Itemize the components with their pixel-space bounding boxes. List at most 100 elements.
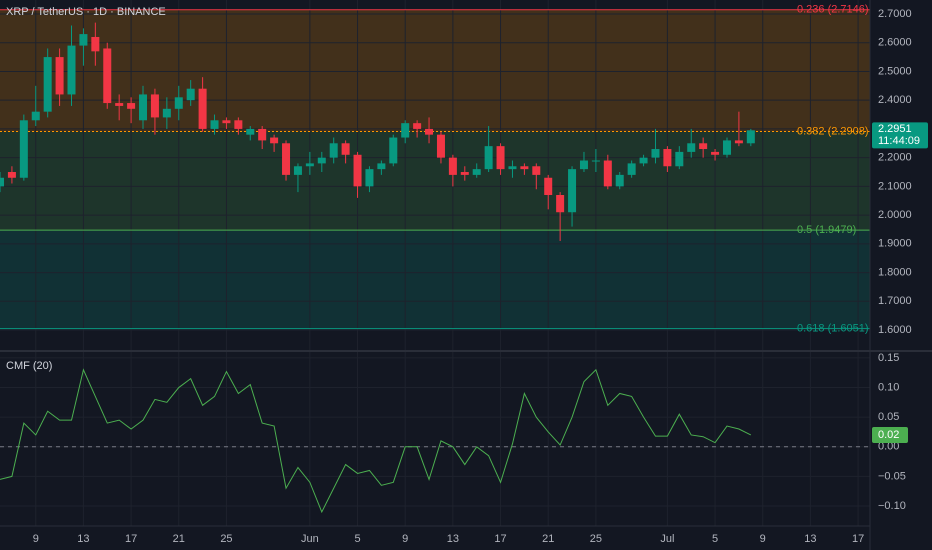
candle-body <box>651 149 660 158</box>
candle-body <box>425 128 434 135</box>
candle-body <box>198 88 207 129</box>
level-band <box>0 230 870 329</box>
x-tick-label: 13 <box>447 533 459 545</box>
x-tick-label: 21 <box>542 533 554 545</box>
candle-body <box>353 154 362 187</box>
candle-body <box>317 157 326 164</box>
y-tick-label: 2.4000 <box>878 94 912 106</box>
candle-body <box>139 94 148 121</box>
candle-body <box>7 172 16 178</box>
x-tick-label: 17 <box>125 533 137 545</box>
x-tick-label: 9 <box>33 533 39 545</box>
candle-body <box>484 146 493 170</box>
countdown: 11:44:09 <box>878 135 920 147</box>
candle-body <box>460 172 469 175</box>
candle-body <box>234 120 243 129</box>
candle-body <box>532 166 541 175</box>
candle-body <box>508 166 517 170</box>
level-band <box>0 9 870 132</box>
candle-body <box>711 151 720 155</box>
candle-body <box>687 143 696 152</box>
candle-body <box>472 169 481 175</box>
y-tick-label: 1.9000 <box>878 238 912 250</box>
x-tick-label: 13 <box>77 533 89 545</box>
candle-body <box>746 130 755 144</box>
candle-body <box>639 157 648 164</box>
candle-body <box>174 97 183 109</box>
candle-body <box>55 57 64 95</box>
y-tick-label: −0.10 <box>878 500 906 512</box>
candle-body <box>520 166 529 170</box>
candle-body <box>365 169 374 187</box>
last-price-box <box>872 122 928 149</box>
fib-level-label: 0.236 (2.7146) <box>797 4 869 16</box>
candle-body <box>246 128 255 135</box>
x-tick-label: 17 <box>494 533 506 545</box>
candle-body <box>270 137 279 144</box>
candle-body <box>699 143 708 150</box>
x-tick-label: Jul <box>660 533 674 545</box>
y-tick-label: 1.7000 <box>878 295 912 307</box>
fib-level-label: 0.382 (2.2908) <box>797 125 869 137</box>
candle-body <box>675 151 684 167</box>
x-tick-label: 25 <box>220 533 232 545</box>
candle-body <box>150 94 159 118</box>
candle-body <box>627 163 636 175</box>
candle-body <box>103 48 112 104</box>
candle-body <box>79 34 88 46</box>
candle-body <box>568 169 577 213</box>
fib-level-label: 0.618 (1.6051) <box>797 322 869 334</box>
candle-body <box>544 177 553 195</box>
y-tick-label: 2.6000 <box>878 37 912 49</box>
y-tick-label: 2.5000 <box>878 65 912 77</box>
candle-body <box>305 163 314 167</box>
symbol-title: XRP / TetherUS · 1D · BINANCE <box>6 6 166 18</box>
candle-body <box>341 143 350 155</box>
x-tick-label: 5 <box>712 533 718 545</box>
x-tick-label: 9 <box>402 533 408 545</box>
candle-body <box>0 177 4 187</box>
candle-body <box>19 120 28 178</box>
y-tick-label: −0.05 <box>878 470 906 482</box>
candle-body <box>556 194 565 213</box>
candle-body <box>615 174 624 187</box>
candle-body <box>162 108 171 118</box>
x-tick-label: 13 <box>804 533 816 545</box>
candle-body <box>115 103 124 106</box>
indicator-title: CMF (20) <box>6 360 52 372</box>
candle-body <box>282 143 291 175</box>
candle-body <box>258 128 267 141</box>
fib-level-label: 0.5 (1.9479) <box>797 224 856 236</box>
candle-body <box>448 157 457 175</box>
candle-body <box>186 88 195 101</box>
candle-body <box>579 160 588 170</box>
candle-body <box>496 146 505 170</box>
last-value-box <box>872 426 908 443</box>
y-tick-label: 0.15 <box>878 352 899 364</box>
candle-body <box>67 45 76 95</box>
candle-body <box>31 111 40 121</box>
x-tick-label: 17 <box>852 533 864 545</box>
candle-body <box>329 143 338 158</box>
x-tick-label: 9 <box>760 533 766 545</box>
candle-body <box>377 163 386 170</box>
y-tick-label: 0.05 <box>878 411 899 423</box>
candle-body <box>127 103 136 109</box>
x-tick-label: 5 <box>354 533 360 545</box>
last-value: 0.02 <box>878 429 899 441</box>
candle-body <box>734 140 743 144</box>
candle-body <box>436 134 445 158</box>
candle-body <box>591 160 600 162</box>
candle-body <box>222 120 231 124</box>
cmf-line <box>0 368 752 514</box>
candle-body <box>43 57 52 112</box>
last-price: 2.2951 <box>878 123 912 135</box>
candle-body <box>210 120 219 129</box>
candle-body <box>603 160 612 187</box>
y-tick-label: 0.00 <box>878 441 899 453</box>
candle-body <box>91 36 100 52</box>
candle-body <box>663 149 672 167</box>
y-tick-label: 2.2000 <box>878 152 912 164</box>
y-tick-label: 2.7000 <box>878 8 912 20</box>
